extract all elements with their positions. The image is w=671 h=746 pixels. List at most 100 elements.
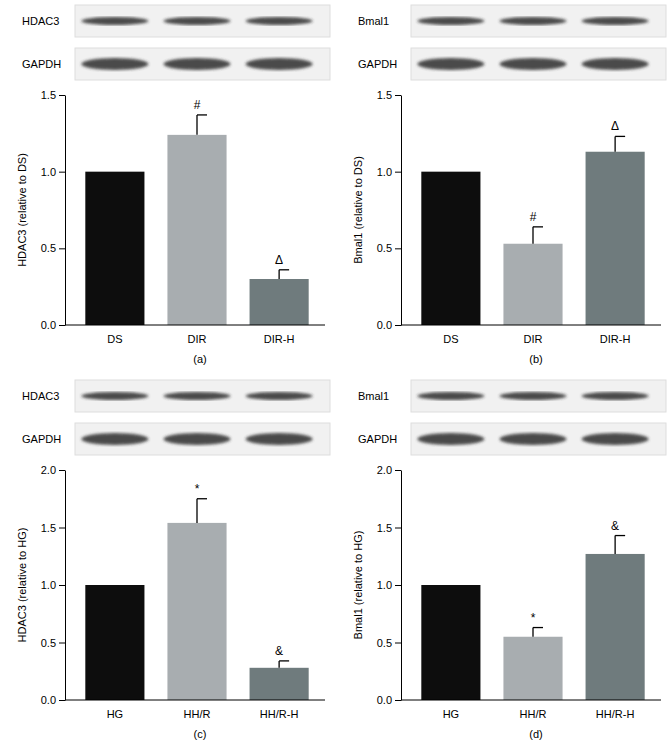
y-tick: 0.0 [41,319,65,331]
blot-label: Bmal1 [358,15,389,27]
x-axis: DS DIR DIR-H [65,325,325,345]
blot-label: HDAC3 [22,390,59,402]
x-tick-label: DIR-H [264,333,295,345]
error-bar [533,227,543,244]
significance-marker: # [530,210,537,224]
error-stem [614,536,615,554]
y-tick-mark [59,700,65,701]
y-tick-label: 0.5 [41,242,56,254]
plot-area [421,136,644,325]
bar [85,172,144,325]
blot-band [417,433,484,445]
y-tick-mark [59,95,65,96]
y-tick-label: 1.5 [377,522,392,534]
y-tick: 1.0 [41,166,65,178]
x-tick: DS [443,333,458,345]
y-tick-label: 1.5 [41,522,56,534]
blot-strip [411,48,666,80]
blot-band [499,58,566,70]
y-tick-label: 0.5 [41,637,56,649]
blot-strip [75,380,330,412]
y-axis-line [65,471,66,701]
y-tick-label: 1.0 [41,579,56,591]
blot-band [163,17,230,25]
blot-band [499,17,566,25]
blot-band [499,392,566,400]
error-cap [197,498,207,499]
y-tick-label: 0.0 [41,319,56,331]
x-axis-line [65,700,325,701]
y-axis-title: Bmal1 (relative to HG) [352,531,364,640]
blot-strip [75,5,330,37]
x-tick: DIR-H [264,333,295,345]
x-tick: HH/R [184,708,211,720]
y-tick-label: 0.0 [377,694,392,706]
bar [503,637,562,700]
y-tick: 0.0 [377,319,401,331]
x-tick-label: DIR [188,333,207,345]
x-tick: DIR [188,333,207,345]
blot-band [417,392,484,400]
bar [503,244,562,325]
y-tick: 1.0 [377,166,401,178]
y-tick: 1.0 [377,579,401,591]
bar [586,554,645,700]
panel: HDAC3GAPDH*&0.00.51.01.52.0HGHH/RHH/R-HH… [16,380,330,740]
significance-marker: & [275,644,283,658]
x-tick: DS [107,333,122,345]
bar [167,523,226,700]
y-axis: 0.00.51.01.52.0 [377,464,402,706]
blot-strip [411,5,666,37]
y-tick: 1.0 [41,579,65,591]
blot-band [81,58,148,70]
x-axis-line [401,700,661,701]
y-tick: 0.0 [41,694,65,706]
y-axis-title: Bmal1 (relative to DS) [352,156,364,264]
blot-band [246,17,313,25]
significance-marker: & [611,519,619,533]
y-tick-label: 0.0 [377,319,392,331]
error-cap [615,535,625,536]
y-tick-mark [395,248,401,249]
bar [85,585,144,700]
error-bar [615,536,625,554]
significance-marker: Δ [611,119,619,133]
blot-label: GAPDH [22,58,61,70]
error-bar [197,115,207,135]
x-tick-label: HH/R-H [596,708,635,720]
blot-strip [411,380,666,412]
x-axis: DSDIRDIR-H [401,325,661,345]
y-tick-mark [395,172,401,173]
error-cap [279,660,289,661]
error-stem [278,270,279,279]
significance-marker: # [194,98,201,112]
blot-strip [411,423,666,455]
y-tick-label: 1.5 [377,89,392,101]
y-tick-label: 0.5 [377,242,392,254]
y-tick: 1.5 [377,522,401,534]
y-tick: 1.5 [41,522,65,534]
blot-label: Bmal1 [358,390,389,402]
x-tick-label: HH/R [184,708,211,720]
blot-band [163,433,230,445]
y-tick-mark [395,700,401,701]
panel-title: (d) [529,728,542,740]
x-tick: HH/R-H [260,708,299,720]
y-tick-mark [395,528,401,529]
blot-band [246,58,313,70]
error-bar [533,628,543,637]
x-tick: HH/R [520,708,547,720]
y-tick-mark [395,643,401,644]
y-tick-label: 1.5 [41,89,56,101]
y-tick: 2.0 [377,464,401,476]
significance-marker: Δ [275,253,283,267]
panel: HDAC3GAPDH#Δ0.00.51.01.5DSDIRDIR-HHDAC3 … [16,5,330,365]
error-stem [532,227,533,244]
blot-band [417,17,484,25]
error-stem [614,136,615,151]
bar [250,668,309,700]
y-tick-mark [395,325,401,326]
y-axis-title: HDAC3 (relative to HG) [16,528,28,643]
y-tick-mark [395,470,401,471]
y-tick: 1.5 [41,89,65,101]
